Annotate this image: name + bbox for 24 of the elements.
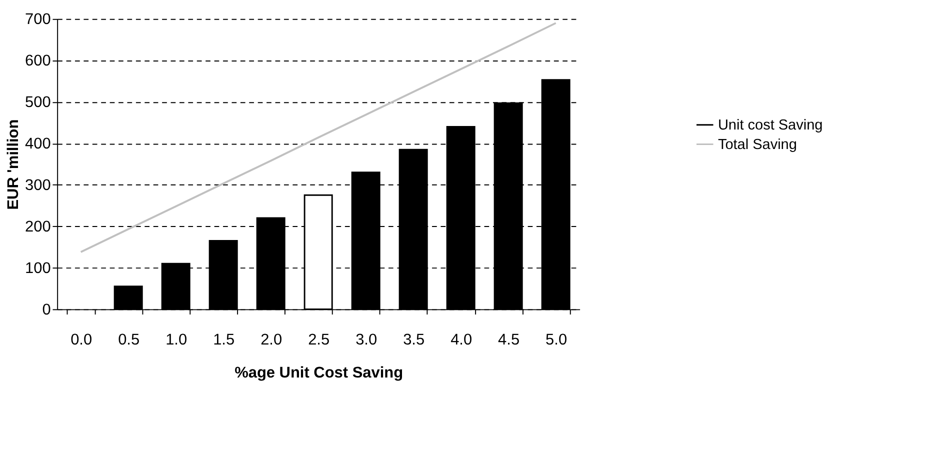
y-tick-label: 700 <box>24 11 51 28</box>
x-tick-label: 2.5 <box>308 332 330 349</box>
x-tick-label: 2.0 <box>260 332 282 349</box>
x-tick-label: 1.5 <box>213 332 235 349</box>
y-tick-label: 500 <box>24 94 51 112</box>
x-tick-label: 1.0 <box>166 332 188 349</box>
x-tick-label: 3.5 <box>403 332 425 349</box>
y-tick-label: 0 <box>42 302 51 319</box>
y-tick-label: 100 <box>24 260 51 278</box>
y-tick-label: 300 <box>24 177 51 194</box>
x-tick-label: 0.5 <box>118 332 140 349</box>
x-tick-label: 0.0 <box>70 332 92 349</box>
legend-label: Unit cost Saving <box>718 118 823 134</box>
x-tick-label: 4.0 <box>450 332 472 349</box>
x-tick-label: 5.0 <box>546 332 568 349</box>
x-axis-title: %age Unit Cost Saving <box>234 364 404 382</box>
y-tick-label: 200 <box>24 218 51 236</box>
y-tick-label: 600 <box>24 52 51 70</box>
legend-label: Total Saving <box>718 137 797 154</box>
y-tick-label: 400 <box>24 136 51 153</box>
y-axis-title: EUR 'million <box>5 119 22 210</box>
x-tick-label: 3.0 <box>356 332 378 349</box>
x-tick-label: 4.5 <box>498 332 520 349</box>
line-series <box>80 22 557 253</box>
